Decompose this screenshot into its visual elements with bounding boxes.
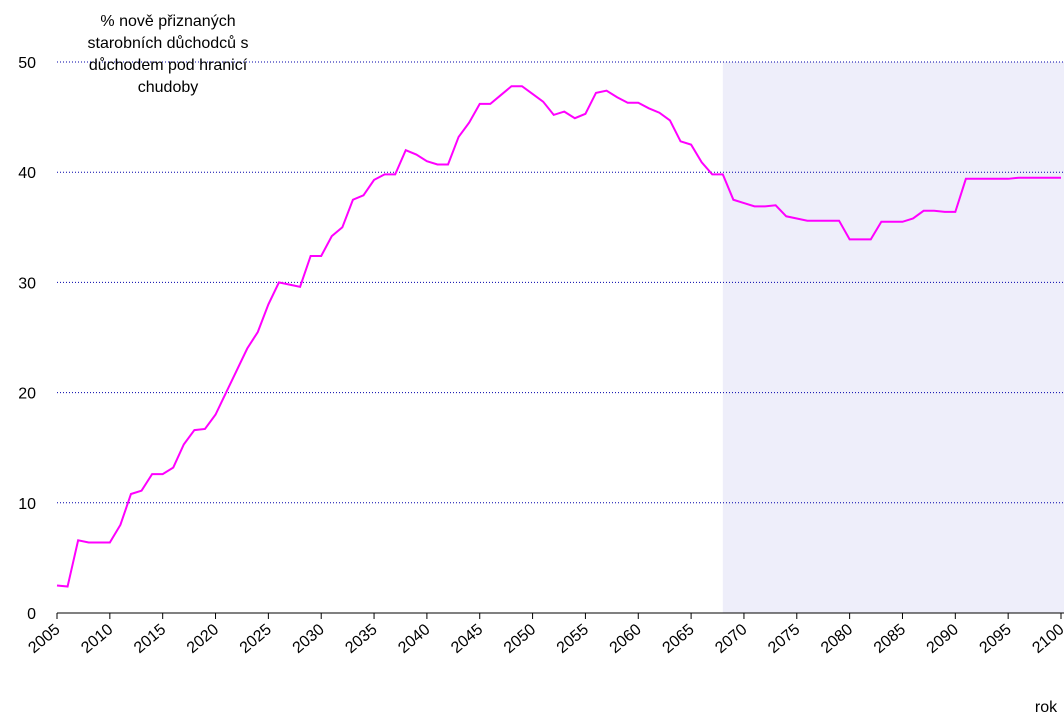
y-tick-label: 20 xyxy=(18,386,36,403)
x-tick-label: 2030 xyxy=(290,621,328,657)
x-tick-label: 2055 xyxy=(554,621,592,657)
x-tick-label: 2035 xyxy=(342,621,380,657)
x-tick-label: 2060 xyxy=(607,621,645,657)
x-tick-label: 2075 xyxy=(765,621,803,657)
x-tick-label: 2015 xyxy=(131,621,169,657)
y-tick-label: 50 xyxy=(18,55,36,72)
x-axis-label: rok xyxy=(1035,699,1058,716)
x-tick-label: 2045 xyxy=(448,621,486,657)
y-axis-label-line: starobních důchodců s xyxy=(88,34,249,52)
y-tick-label: 0 xyxy=(27,606,36,623)
x-tick-label: 2010 xyxy=(78,621,116,657)
data-line xyxy=(56,85,1061,588)
x-tick-label: 2025 xyxy=(237,621,275,657)
x-tick-label: 2090 xyxy=(924,621,962,657)
x-tick-label: 2085 xyxy=(871,621,909,657)
x-tick-label: 2095 xyxy=(977,621,1015,657)
y-tick-label: 30 xyxy=(18,275,36,292)
x-tick-label: 2020 xyxy=(184,621,222,657)
y-axis-label-line: % nově přiznaných xyxy=(100,13,235,30)
y-axis-label-line: důchodem pod hranicí xyxy=(89,56,248,74)
x-tick-label: 2005 xyxy=(25,621,63,657)
y-axis-label-line: chudoby xyxy=(138,79,199,96)
x-tick-label: 2080 xyxy=(818,621,856,657)
x-tick-label: 2040 xyxy=(395,621,433,657)
x-tick-label: 2050 xyxy=(501,621,539,657)
x-tick-label: 2070 xyxy=(712,621,750,657)
y-tick-label: 10 xyxy=(18,496,36,513)
x-tick-label: 2100 xyxy=(1029,621,1064,657)
forecast-region xyxy=(722,62,1064,613)
y-axis-label: % nově přiznaných starobních důchodců s dů… xyxy=(88,13,249,96)
y-tick-label: 40 xyxy=(18,165,36,182)
x-tick-label: 2065 xyxy=(659,621,697,657)
